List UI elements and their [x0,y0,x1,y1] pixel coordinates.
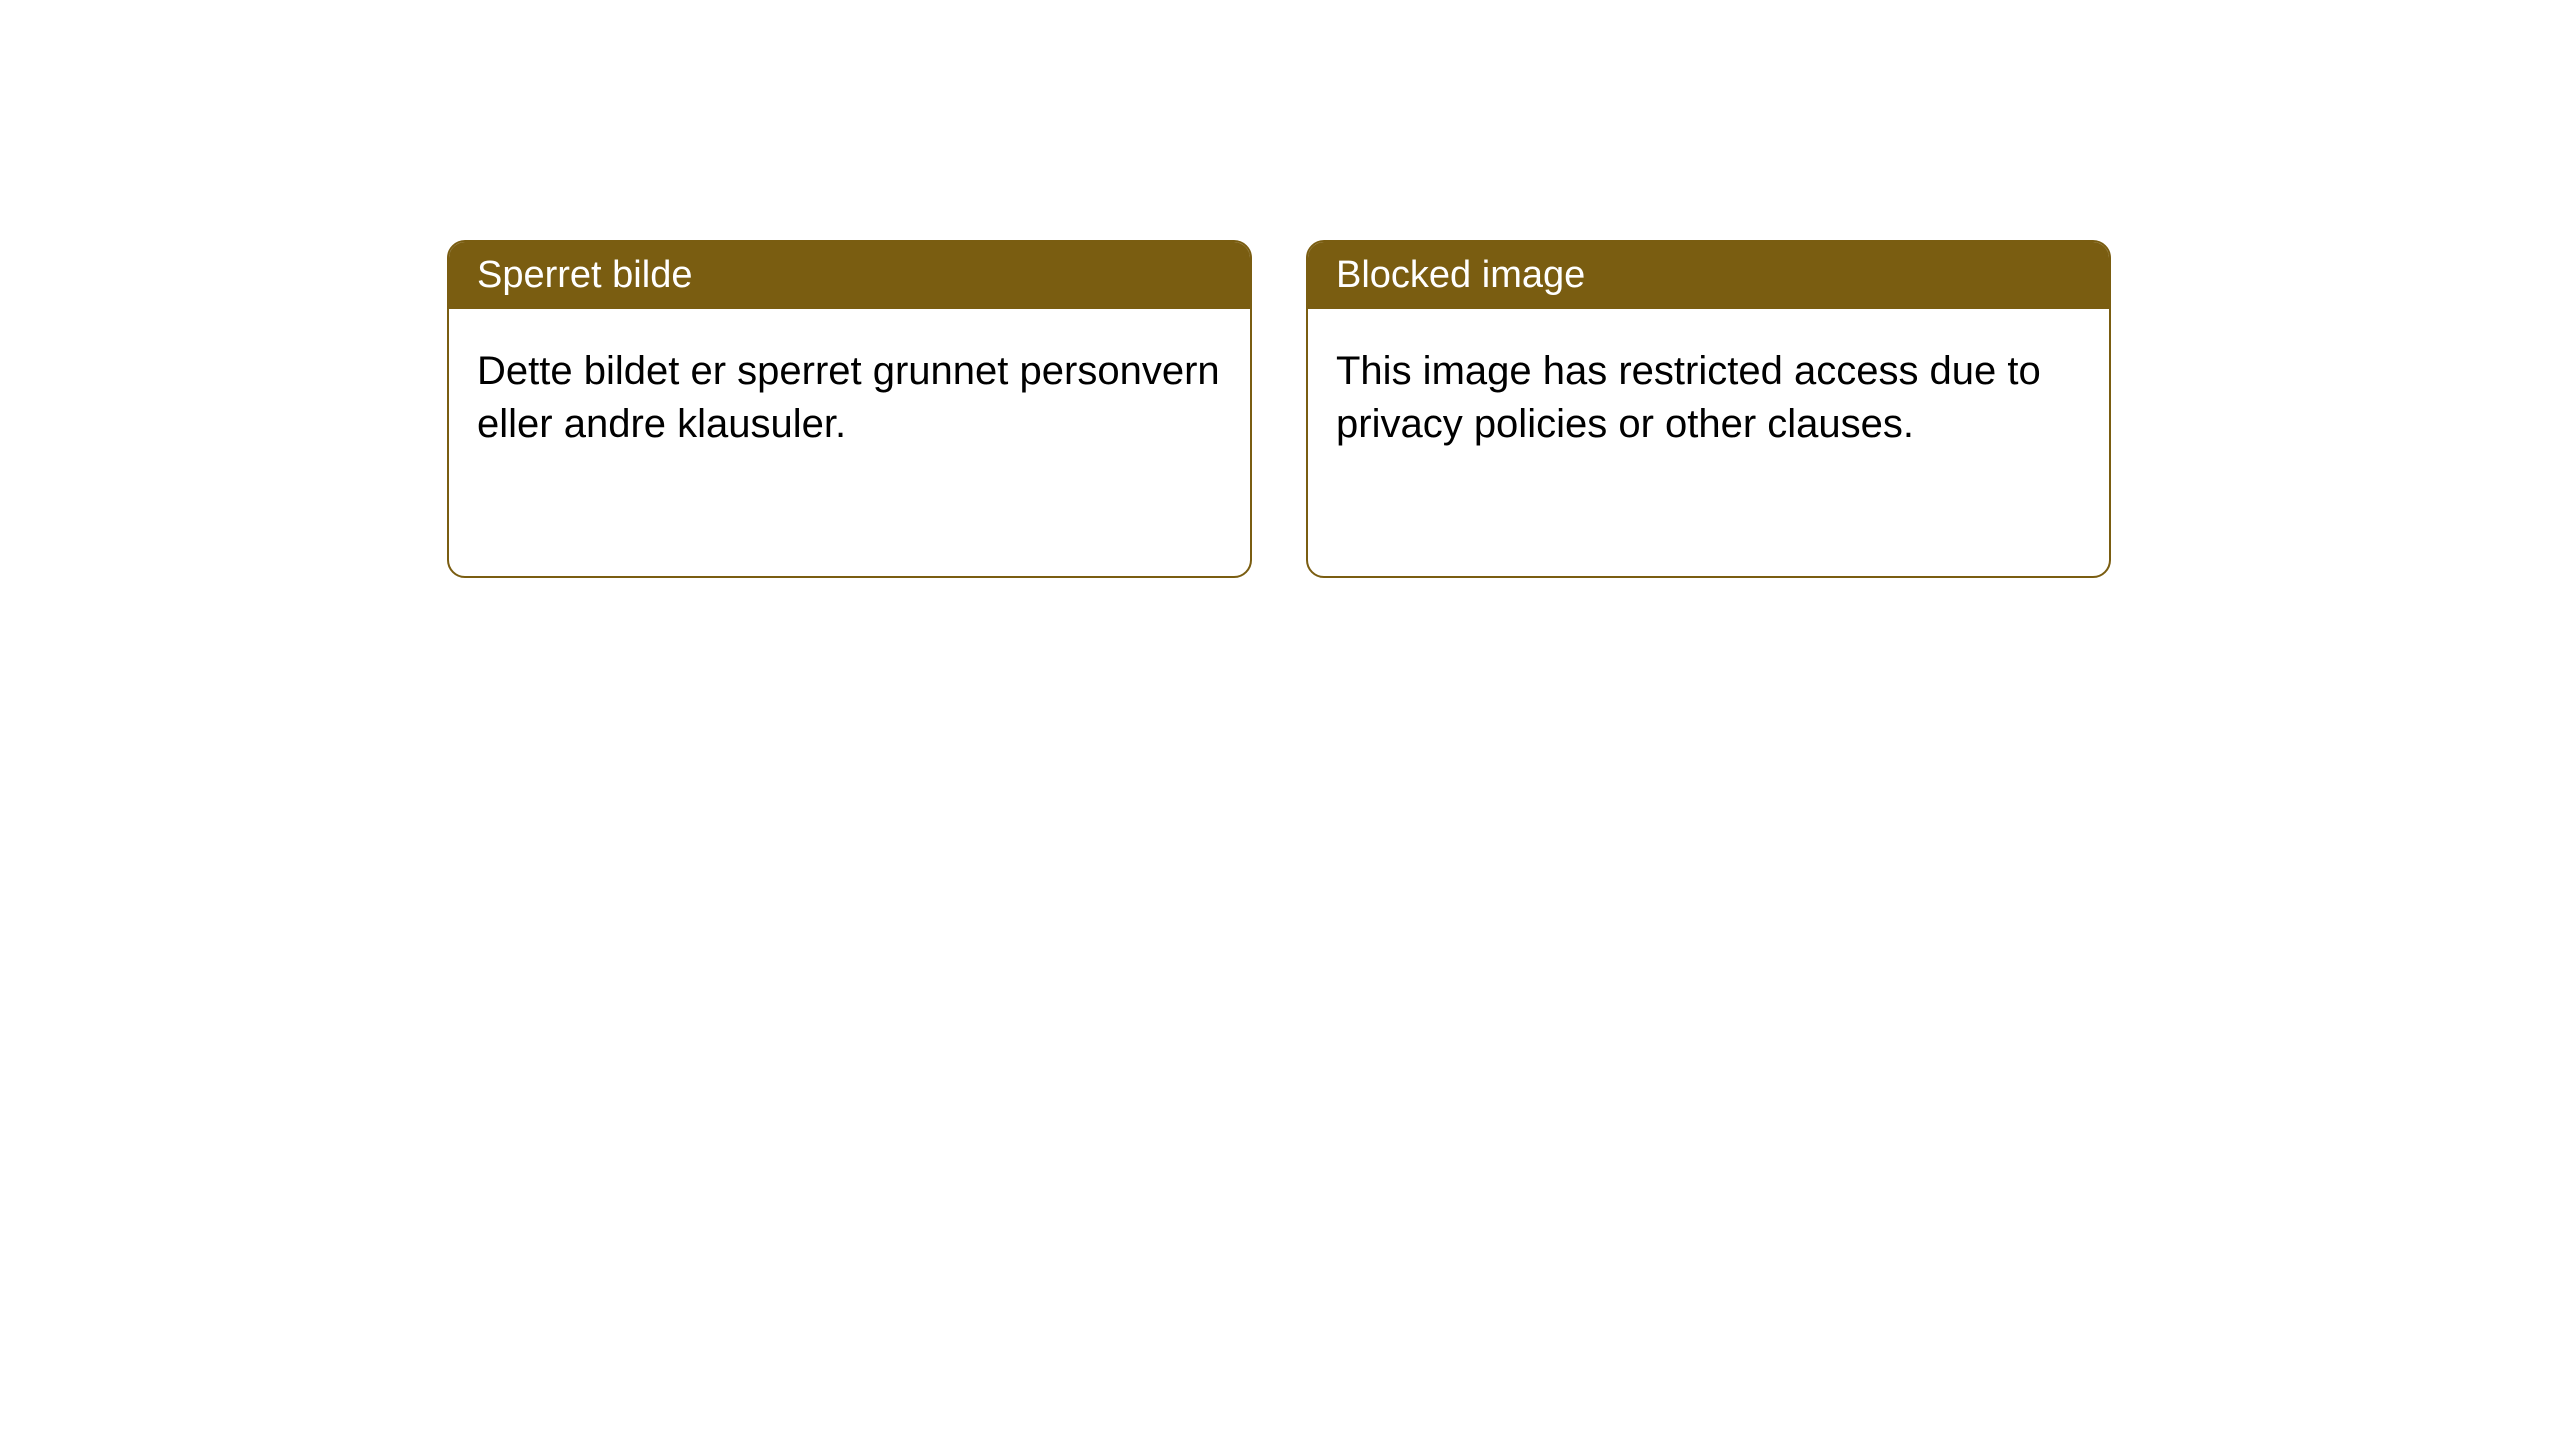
notice-body-norwegian: Dette bildet er sperret grunnet personve… [449,309,1250,487]
notice-body-english: This image has restricted access due to … [1308,309,2109,487]
notice-header-english: Blocked image [1308,242,2109,309]
notice-container: Sperret bilde Dette bildet er sperret gr… [447,240,2111,578]
notice-card-norwegian: Sperret bilde Dette bildet er sperret gr… [447,240,1252,578]
notice-header-norwegian: Sperret bilde [449,242,1250,309]
notice-card-english: Blocked image This image has restricted … [1306,240,2111,578]
